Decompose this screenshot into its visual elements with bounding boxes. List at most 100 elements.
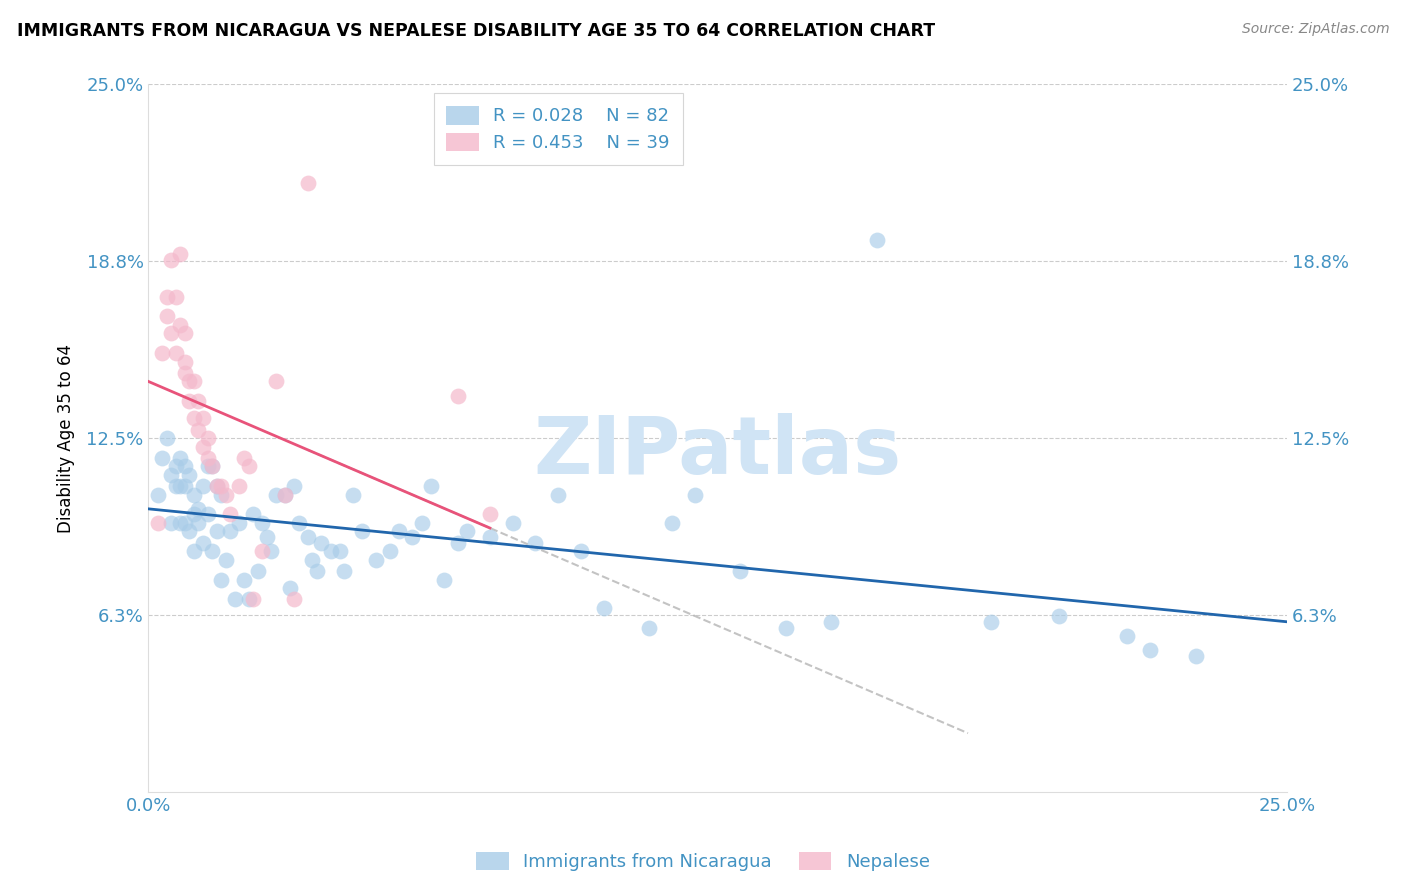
Text: IMMIGRANTS FROM NICARAGUA VS NEPALESE DISABILITY AGE 35 TO 64 CORRELATION CHART: IMMIGRANTS FROM NICARAGUA VS NEPALESE DI… (17, 22, 935, 40)
Point (187, 516, 209, 530)
Point (156, 431, 179, 445)
Point (278, 581, 301, 595)
Point (179, 375, 201, 389)
Point (169, 516, 191, 530)
Text: ZIPatlas: ZIPatlas (533, 413, 901, 491)
Point (179, 524, 201, 539)
Point (447, 535, 470, 549)
Point (191, 411, 214, 425)
Text: Source: ZipAtlas.com: Source: ZipAtlas.com (1241, 22, 1389, 37)
Point (305, 564, 328, 578)
Point (238, 592, 260, 607)
Point (283, 479, 305, 493)
Point (197, 508, 219, 522)
Point (165, 346, 187, 360)
Point (252, 516, 274, 530)
Point (1184, 648, 1206, 663)
Point (215, 552, 238, 566)
Point (219, 524, 242, 539)
Point (165, 459, 187, 474)
Point (179, 467, 201, 482)
Point (866, 233, 889, 247)
Point (378, 544, 401, 558)
Point (156, 290, 179, 304)
Point (456, 524, 478, 539)
Point (433, 573, 456, 587)
Point (173, 354, 195, 368)
Point (1116, 629, 1139, 643)
Point (173, 366, 195, 380)
Point (252, 544, 274, 558)
Point (191, 479, 214, 493)
Point (242, 592, 264, 607)
Point (301, 552, 323, 566)
Point (165, 479, 187, 493)
Point (169, 318, 191, 332)
Point (183, 488, 205, 502)
Point (242, 508, 264, 522)
Point (419, 479, 441, 493)
Point (165, 290, 187, 304)
Point (169, 479, 191, 493)
Point (683, 488, 706, 502)
Point (502, 516, 524, 530)
Point (260, 544, 283, 558)
Point (191, 440, 214, 454)
Point (238, 459, 260, 474)
Point (775, 621, 797, 635)
Point (228, 516, 250, 530)
Point (224, 592, 246, 607)
Point (1047, 609, 1070, 624)
Point (820, 615, 842, 629)
Point (209, 573, 232, 587)
Point (169, 450, 191, 465)
Point (160, 516, 183, 530)
Point (364, 552, 387, 566)
Point (187, 423, 209, 437)
Point (411, 516, 433, 530)
Point (169, 247, 191, 261)
Point (146, 488, 169, 502)
Point (191, 535, 214, 549)
Point (256, 530, 278, 544)
Point (215, 488, 238, 502)
Point (201, 459, 224, 474)
Point (352, 524, 374, 539)
Point (197, 459, 219, 474)
Point (592, 600, 614, 615)
Y-axis label: Disability Age 35 to 64: Disability Age 35 to 64 (58, 343, 75, 533)
Point (311, 535, 333, 549)
Point (401, 530, 423, 544)
Point (219, 508, 242, 522)
Point (638, 621, 661, 635)
Point (156, 310, 179, 324)
Point (209, 479, 232, 493)
Point (342, 488, 364, 502)
Point (187, 501, 209, 516)
Point (569, 544, 592, 558)
Point (287, 516, 309, 530)
Point (183, 411, 205, 425)
Point (160, 467, 183, 482)
Point (980, 615, 1002, 629)
Point (201, 544, 224, 558)
Point (205, 479, 228, 493)
Point (264, 488, 287, 502)
Point (246, 564, 269, 578)
Point (297, 530, 319, 544)
Legend: R = 0.028    N = 82, R = 0.453    N = 39: R = 0.028 N = 82, R = 0.453 N = 39 (434, 94, 682, 165)
Point (197, 450, 219, 465)
Point (524, 535, 547, 549)
Point (183, 375, 205, 389)
Point (264, 375, 287, 389)
Point (160, 326, 183, 341)
Point (388, 524, 411, 539)
Point (205, 524, 228, 539)
Point (179, 394, 201, 409)
Point (173, 459, 195, 474)
Point (173, 479, 195, 493)
Point (150, 450, 173, 465)
Point (150, 346, 173, 360)
Point (205, 479, 228, 493)
Point (547, 488, 569, 502)
